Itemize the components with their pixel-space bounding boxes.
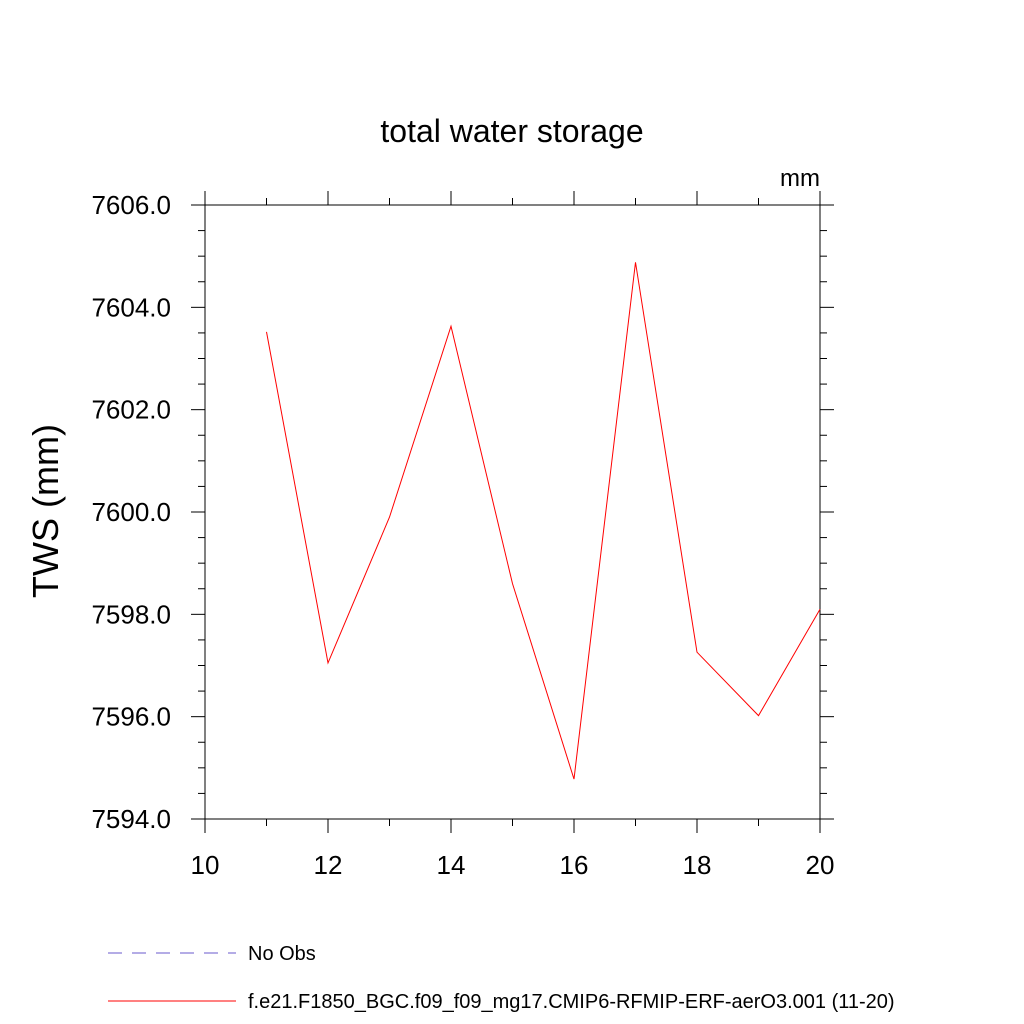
y-tick-label: 7606.0 [91, 190, 171, 220]
units-label: mm [780, 165, 820, 192]
x-tick-label: 18 [683, 850, 712, 880]
series-layer [266, 262, 821, 780]
legend-label-no-obs: No Obs [248, 943, 316, 965]
axes: 10 12 14 16 18 20 7594.0 7596.0 7598.0 7600.0 7602… [91, 190, 834, 880]
legend: No Obs f.e21.F1850_BGC.f09_f09_mg17.CMIP… [108, 943, 895, 1013]
y-tick-label: 7604.0 [91, 292, 171, 322]
x-tick-label: 14 [437, 850, 466, 880]
plot-frame [204, 204, 821, 820]
chart-title: total water storage [380, 113, 643, 149]
series-line [266, 262, 821, 780]
y-tick-label: 7602.0 [91, 395, 171, 425]
x-tick-label: 12 [314, 850, 343, 880]
legend-label-series: f.e21.F1850_BGC.f09_f09_mg17.CMIP6-RFMIP… [248, 991, 895, 1013]
x-tick-label: 16 [560, 850, 589, 880]
y-tick-label: 7600.0 [91, 497, 171, 527]
x-tick-label: 10 [191, 850, 220, 880]
y-tick-label: 7594.0 [91, 804, 171, 834]
y-tick-label: 7596.0 [91, 702, 171, 732]
y-tick-label: 7598.0 [91, 599, 171, 629]
x-tick-label: 20 [806, 850, 835, 880]
y-axis-label: TWS (mm) [25, 424, 66, 598]
